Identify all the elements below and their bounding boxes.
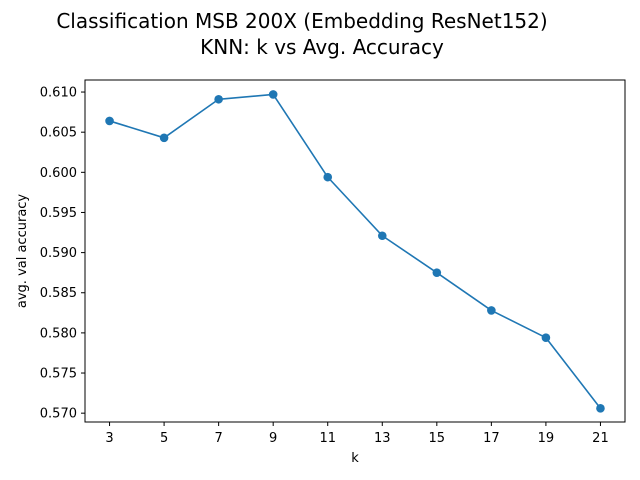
data-point (268, 90, 278, 99)
x-axis-ticks: 3 5 7 9 11 13 15 17 19 21 (105, 422, 609, 446)
y-tick-label: 0.605 (40, 126, 77, 141)
x-tick-label: 3 (105, 431, 113, 446)
y-tick-label: 0.570 (40, 407, 77, 422)
data-point (214, 94, 223, 104)
chart-title-line1: Classification MSB 200X (Embedding ResNe… (56, 9, 547, 33)
x-tick-label: 17 (483, 431, 500, 446)
data-point (596, 404, 605, 413)
data-point (105, 116, 114, 126)
data-point (323, 172, 333, 182)
y-axis-ticks: 0.570 0.575 0.580 0.585 0.590 0.595 0.600 0.605… (40, 86, 85, 422)
x-tick-label: 11 (319, 431, 336, 446)
y-tick-label: 0.595 (40, 206, 77, 221)
chart-title-line2: KNN: k vs Avg. Accuracy (200, 35, 444, 59)
x-tick-label: 7 (214, 431, 222, 446)
series-line (109, 93, 602, 409)
x-tick-label: 5 (160, 431, 168, 446)
x-axis-label: k (351, 451, 359, 466)
y-tick-label: 0.585 (40, 286, 77, 301)
y-tick-label: 0.590 (40, 246, 77, 261)
data-point (541, 333, 551, 343)
x-tick-label: 15 (429, 431, 446, 446)
x-tick-label: 19 (538, 431, 555, 446)
y-tick-label: 0.600 (40, 166, 77, 181)
x-tick-label: 21 (592, 431, 609, 446)
data-point (487, 306, 496, 315)
x-tick-label: 9 (269, 431, 277, 446)
data-point (432, 268, 442, 277)
data-point (159, 133, 169, 143)
plot-series (105, 90, 605, 413)
plot-frame (84, 79, 626, 423)
data-point (377, 231, 387, 241)
y-tick-label: 0.580 (40, 326, 77, 341)
y-axis-label: avg. val accuracy (15, 194, 30, 309)
y-tick-label: 0.575 (40, 367, 77, 382)
x-tick-label: 13 (374, 431, 391, 446)
y-tick-label: 0.610 (40, 86, 77, 101)
